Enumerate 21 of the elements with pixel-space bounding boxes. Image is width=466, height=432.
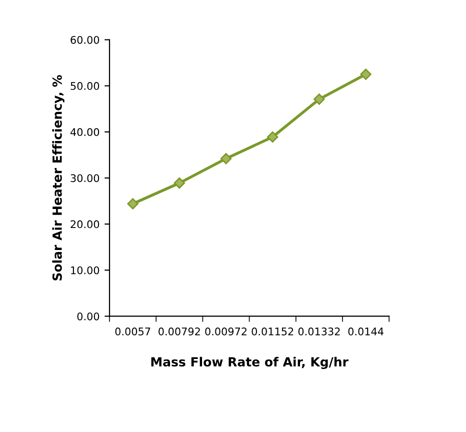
point (127, 198, 138, 210)
y-tick-label: 40.00 (70, 128, 100, 136)
y-tick-label: 30.00 (70, 174, 100, 182)
point (360, 68, 372, 80)
y-tick-label: 60.00 (70, 36, 100, 44)
x-tick-label: 0.01152 (252, 328, 294, 336)
point (174, 177, 186, 189)
x-tick-label: 0.01332 (298, 328, 340, 336)
point (314, 94, 325, 105)
point (267, 131, 278, 143)
y-axis-title: Solar Air Heater Efficiency, % (52, 75, 64, 280)
x-tick-label: 0.00972 (205, 328, 247, 336)
x-tick-label: 0.00792 (158, 328, 200, 336)
y-tick-label: 50.00 (70, 82, 100, 90)
x-tick-label: 0.0057 (115, 328, 150, 336)
x-axis-title: Mass Flow Rate of Air, Kg/hr (151, 356, 348, 370)
y-tick-label: 0.00 (77, 312, 100, 320)
y-tick-label: 10.00 (71, 266, 100, 274)
x-tick-label: 0.0144 (348, 328, 384, 336)
point (220, 153, 232, 164)
y-tick-label: 20.00 (70, 220, 100, 228)
